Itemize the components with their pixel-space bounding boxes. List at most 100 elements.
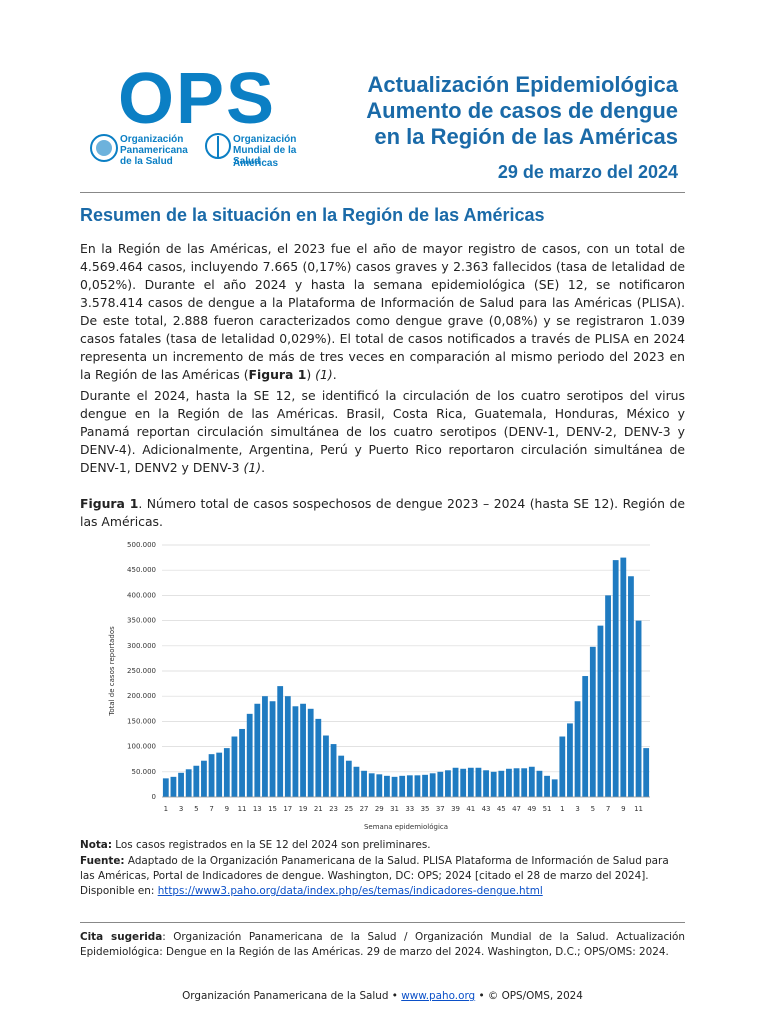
y-axis-title: Total de casos reportados xyxy=(108,626,116,717)
bar xyxy=(475,767,482,797)
bar xyxy=(483,770,489,797)
x-tick-label: 45 xyxy=(497,805,506,813)
text: Nota: xyxy=(80,839,112,851)
org-region: Américas xyxy=(233,158,279,169)
bar xyxy=(162,778,169,797)
y-tick-label: 50.000 xyxy=(132,768,157,776)
bar xyxy=(506,768,512,797)
chart: 0 50.000 100.000 150.000 200.000 250.000 300.0… xyxy=(108,541,650,831)
y-tick-label: 350.000 xyxy=(127,617,156,625)
x-tick-label: 27 xyxy=(360,805,369,813)
x-tick-label: 19 xyxy=(299,805,308,813)
y-tick-label: 400.000 xyxy=(127,591,156,599)
bar xyxy=(284,696,291,797)
x-tick-label: 3 xyxy=(179,805,183,813)
bar xyxy=(551,779,558,797)
x-tick-label: 13 xyxy=(253,805,262,813)
y-tick-label: 100.000 xyxy=(127,743,156,751)
bar xyxy=(460,768,467,797)
bar xyxy=(437,771,444,797)
rule xyxy=(80,922,685,923)
org-name: Organización Panamericana de la Salud xyxy=(120,134,188,167)
bar xyxy=(406,775,413,797)
note: Nota: Los casos registrados en la SE 12 … xyxy=(80,838,685,853)
bar xyxy=(498,770,505,797)
y-tick-label: 150.000 xyxy=(127,717,156,725)
bar xyxy=(605,595,611,797)
title-line: Actualización Epidemiológica xyxy=(367,72,678,97)
rule xyxy=(80,192,685,193)
bar xyxy=(208,754,215,797)
bar xyxy=(292,706,299,797)
x-tick-label: 3 xyxy=(575,805,579,813)
bar xyxy=(376,774,383,797)
text: Figura 1 xyxy=(248,367,307,382)
bar xyxy=(193,765,200,797)
y-tick-label: 300.000 xyxy=(127,642,156,650)
x-tick-label: 41 xyxy=(466,805,475,813)
doc-date: 29 de marzo del 2024 xyxy=(497,162,678,182)
x-tick-label: 21 xyxy=(314,805,323,813)
bar xyxy=(368,773,375,797)
bar xyxy=(422,774,428,797)
bar xyxy=(231,736,238,797)
x-tick-label: 33 xyxy=(405,805,414,813)
org-name: Organización Mundial de la Salud xyxy=(233,134,297,167)
logo: OPS xyxy=(118,59,277,139)
bar xyxy=(414,775,421,797)
text: Durante el 2024, hasta la SE 12, se iden… xyxy=(80,388,685,475)
text: (1) xyxy=(243,460,262,475)
bar xyxy=(254,703,261,797)
bar xyxy=(582,676,589,797)
x-tick-label: 25 xyxy=(344,805,353,813)
bar xyxy=(643,748,650,797)
x-tick-label: 35 xyxy=(421,805,430,813)
link[interactable]: www.paho.org xyxy=(401,990,476,1002)
bar xyxy=(513,768,520,797)
x-tick-label: 11 xyxy=(238,805,247,813)
link[interactable]: https://www3.paho.org/data/index.php/es/… xyxy=(157,885,543,897)
bar xyxy=(429,773,436,797)
bar xyxy=(399,775,406,797)
x-tick-label: 9 xyxy=(621,805,625,813)
bar xyxy=(338,755,345,797)
text: (1) xyxy=(315,367,333,382)
bar xyxy=(452,767,459,797)
bar xyxy=(521,768,528,797)
section-title: Resumen de la situación en la Región de … xyxy=(80,205,545,225)
bar xyxy=(589,646,596,797)
bar xyxy=(262,696,268,797)
paragraph: En la Región de las Américas, el 2023 fu… xyxy=(80,240,685,384)
x-tick-label: 17 xyxy=(283,805,292,813)
x-tick-label: 37 xyxy=(436,805,445,813)
bar xyxy=(597,625,604,797)
x-tick-label: 1 xyxy=(560,805,564,813)
citation: Cita sugerida: Organización Panamericana… xyxy=(80,930,685,960)
bar xyxy=(269,701,276,797)
bar xyxy=(277,686,284,797)
bar xyxy=(635,620,642,797)
bar xyxy=(300,703,306,797)
bar xyxy=(361,770,367,797)
bar xyxy=(567,723,573,797)
x-tick-label: 9 xyxy=(225,805,229,813)
text: • © OPS/OMS, 2024 xyxy=(475,990,583,1002)
bar xyxy=(323,735,329,797)
paragraph: Durante el 2024, hasta la SE 12, se iden… xyxy=(80,387,685,477)
x-tick-label: 39 xyxy=(451,805,460,813)
text: . xyxy=(261,460,266,475)
bar xyxy=(467,767,474,797)
bar xyxy=(559,736,566,797)
bar xyxy=(528,766,535,797)
x-tick-label: 31 xyxy=(390,805,399,813)
bar xyxy=(574,701,581,797)
bar xyxy=(544,775,550,797)
x-tick-label: 29 xyxy=(375,805,384,813)
x-tick-label: 5 xyxy=(194,805,198,813)
figure-caption: Figura 1. Número total de casos sospecho… xyxy=(80,495,685,531)
text: Figura 1 xyxy=(80,496,139,511)
y-tick-label: 250.000 xyxy=(127,667,156,675)
x-tick-label: 23 xyxy=(329,805,338,813)
bar xyxy=(185,769,192,797)
